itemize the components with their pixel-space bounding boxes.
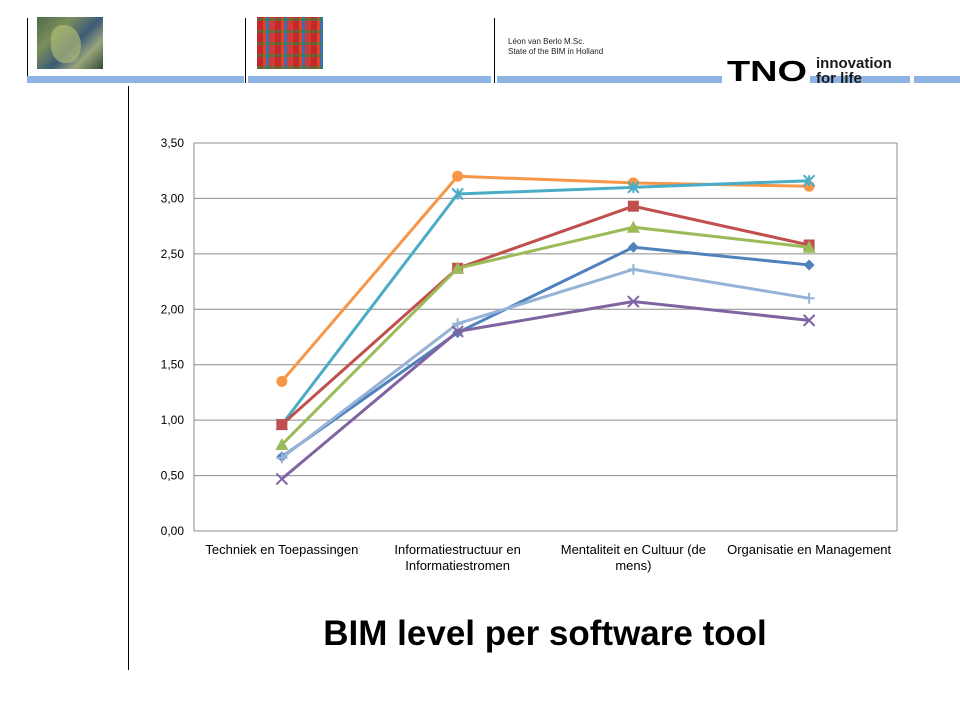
header-divider-1 — [27, 18, 28, 83]
data-point-marker — [626, 220, 640, 233]
header-divider-3 — [494, 18, 495, 83]
x-tick-label-line: Informatiestromen — [405, 558, 510, 573]
header-bar-2 — [248, 76, 491, 83]
satellite-map-image — [37, 17, 103, 69]
data-point-marker — [451, 261, 465, 274]
data-point-marker — [452, 170, 464, 182]
data-point-marker — [451, 187, 464, 201]
data-point-marker — [276, 375, 288, 387]
x-tick-label-line: Organisatie en Management — [727, 542, 891, 557]
data-point-marker — [627, 295, 640, 308]
data-point-marker — [451, 325, 464, 338]
y-tick-label: 1,50 — [161, 358, 185, 372]
x-tick-label-line: Informatiestructuur en — [394, 542, 520, 557]
data-point-marker — [452, 318, 464, 330]
data-point-marker — [627, 241, 639, 253]
data-point-marker — [275, 438, 289, 451]
series-line — [280, 300, 810, 481]
bim-level-line-chart: 0,00 0,50 1,00 1,50 2,00 2,50 3,00 3,50 Techniek… — [161, 136, 898, 573]
data-point-marker — [627, 181, 640, 194]
author-name: Léon van Berlo M.Sc. — [508, 37, 585, 46]
data-point-marker — [802, 240, 816, 253]
tno-tagline: innovation for life — [816, 56, 892, 86]
tagline-line2: for life — [816, 70, 862, 87]
data-point-marker — [803, 292, 815, 304]
x-tick-label-line: Techniek en Toepassingen — [205, 542, 358, 557]
header-bar-1 — [27, 76, 244, 83]
y-tick-label: 0,00 — [161, 524, 185, 538]
tno-logo: TNO — [727, 58, 807, 84]
x-tick-label: Techniek en Toepassingen — [205, 542, 358, 557]
data-point-marker — [627, 200, 639, 212]
data-point-marker — [803, 259, 815, 271]
series-line — [281, 245, 810, 458]
x-tick-label-line: mens) — [615, 558, 651, 573]
y-tick-label: 0,50 — [161, 469, 185, 483]
header-divider-2 — [245, 18, 246, 83]
data-point-marker — [802, 314, 816, 327]
tno-logo-text: TNO — [727, 58, 807, 84]
series-line — [280, 225, 810, 446]
data-point-marker — [276, 419, 288, 431]
content-left-divider — [128, 86, 129, 670]
x-tick-label: Mentaliteit en Cultuur (de mens) — [561, 542, 706, 573]
data-point-marker — [276, 452, 288, 464]
tagline-line1: innovation — [816, 55, 892, 72]
y-tick-label: 2,00 — [161, 302, 185, 316]
header-bar-3 — [497, 76, 722, 83]
x-tick-label-line: Mentaliteit en Cultuur (de — [561, 542, 706, 557]
x-tick-label: Organisatie en Management — [727, 542, 891, 557]
y-tick-label: 3,00 — [161, 191, 185, 205]
header-bar-5 — [914, 76, 960, 83]
series-line — [280, 174, 810, 383]
header-bar-4 — [810, 76, 910, 83]
y-tick-label: 2,50 — [161, 247, 185, 261]
y-tick-label: 1,00 — [161, 413, 185, 427]
x-tick-label: Informatiestructuur en Informatiestromen — [394, 542, 520, 573]
series-line — [280, 179, 810, 426]
slide-title: BIM level per software tool — [323, 614, 767, 653]
series-line — [280, 204, 810, 426]
data-point-marker — [275, 472, 289, 486]
y-tick-label: 3,50 — [161, 136, 185, 150]
data-point-marker — [627, 263, 639, 275]
data-point-marker — [802, 174, 816, 187]
header-text: Léon van Berlo M.Sc. State of the BIM in… — [508, 37, 603, 57]
series-line — [280, 267, 810, 460]
industrial-installation-image — [257, 17, 323, 69]
presentation-subtitle: State of the BIM in Holland — [508, 47, 604, 56]
